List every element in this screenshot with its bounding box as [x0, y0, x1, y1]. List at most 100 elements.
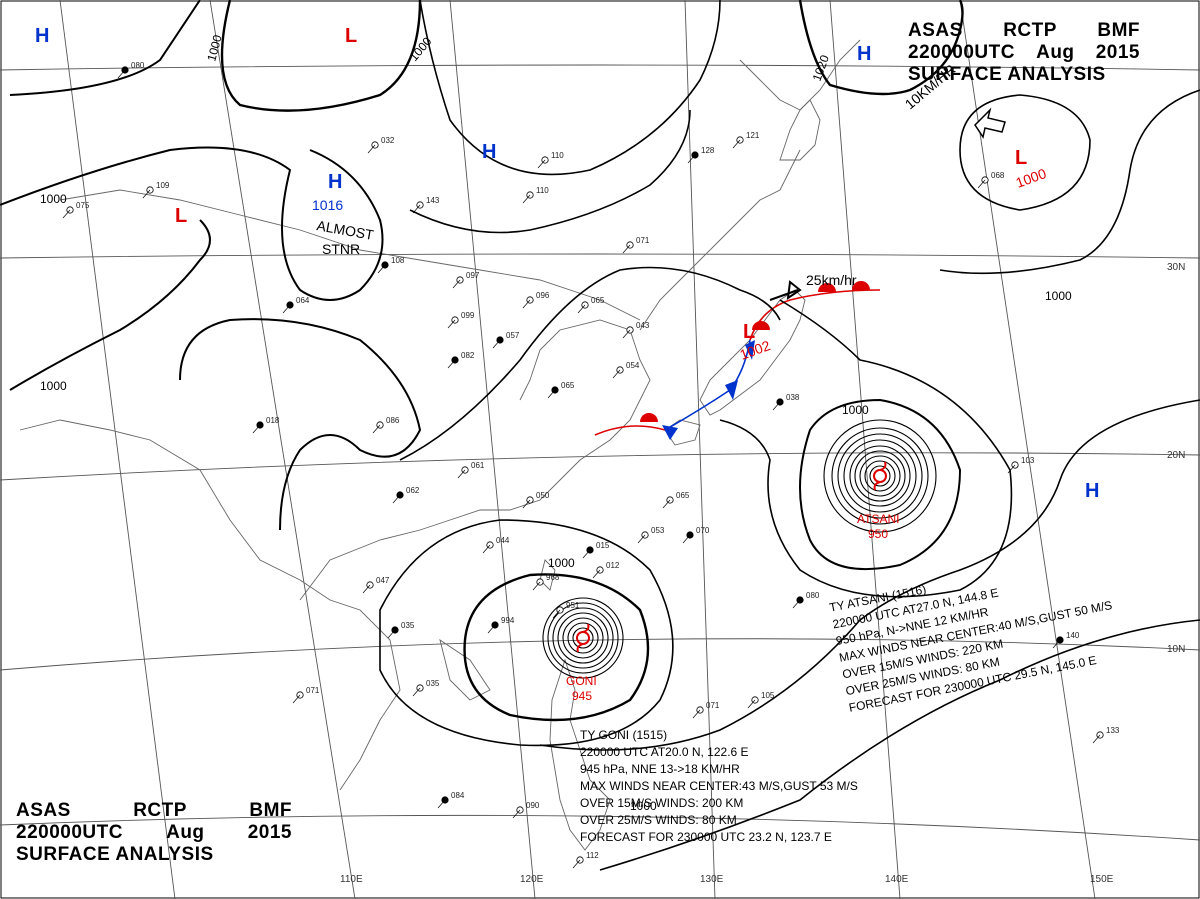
fronts — [594, 280, 881, 440]
station-wind-barb — [682, 534, 691, 544]
cold-front-symbol-3 — [745, 340, 755, 360]
station-pressure-value: 012 — [606, 561, 620, 570]
station-wind-barb — [487, 624, 496, 634]
ty-goni-line: TY GONI (1515) — [580, 728, 668, 742]
isobar-1000-mid — [179, 318, 422, 531]
station-wind-barb — [612, 369, 621, 379]
header-time: 220000UTC — [908, 42, 1015, 63]
high-symbol: H — [482, 141, 496, 163]
header-line1: ASAS RCTP BMF — [908, 20, 1140, 42]
typhoon-goni-icon — [576, 623, 590, 653]
header-title: SURFACE ANALYSIS — [16, 844, 214, 865]
station-wind-barb — [387, 629, 396, 639]
lon-label-140e: 140E — [885, 874, 909, 885]
station-pressure-value: 065 — [561, 381, 575, 390]
station-wind-barb — [1007, 464, 1016, 474]
header-time: 220000UTC — [16, 822, 123, 843]
header-month: Aug — [166, 822, 205, 843]
station-wind-barb — [522, 499, 531, 509]
station-pressure-value: 050 — [536, 491, 550, 500]
station-wind-barb — [512, 809, 521, 819]
station-wind-barb — [772, 401, 781, 411]
station-pressure-value: 080 — [806, 591, 820, 600]
station-wind-barb — [377, 264, 386, 274]
station-pressure-value: 086 — [386, 416, 400, 425]
station-pressure-value: 015 — [596, 541, 610, 550]
station-pressure-value: 103 — [1021, 456, 1035, 465]
station-pressure-value: 064 — [296, 296, 310, 305]
low-symbol: L — [175, 205, 187, 227]
station-pressure-value: 061 — [471, 461, 485, 470]
station-pressure-value: 105 — [761, 691, 775, 700]
station-pressure-value: 090 — [526, 801, 540, 810]
station-pressure-value: 047 — [376, 576, 390, 585]
coast-indochina — [19, 419, 401, 791]
isobar-label: 1000 — [1045, 289, 1072, 303]
lat-line-0n — [0, 814, 1200, 841]
station-pressure-value: 071 — [306, 686, 320, 695]
typhoon-goni-pressure: 945 — [572, 689, 592, 703]
ty-goni-line: OVER 25M/S WINDS: 80 KM — [580, 813, 737, 827]
typhoon-atsani-pressure: 950 — [868, 527, 888, 541]
low-symbol: L — [1015, 147, 1027, 169]
station-wind-barb — [292, 694, 301, 704]
station-pressure-value: 071 — [636, 236, 650, 245]
station-wind-barb — [732, 139, 741, 149]
header-line1: ASAS RCTP BMF — [16, 800, 292, 822]
station-pressure-value: 054 — [626, 361, 640, 370]
header-office: RCTP — [133, 800, 187, 821]
isobar-1000-low — [9, 219, 211, 391]
warm-front-symbol — [640, 413, 658, 422]
motion-arrow-shaft — [769, 289, 799, 301]
station-pressure-value: 075 — [76, 201, 90, 210]
isobar-ne-outer — [939, 89, 1200, 275]
lon-label-150e: 150E — [1090, 874, 1114, 885]
station-wind-barb — [662, 499, 671, 509]
coast-china-south — [299, 319, 651, 601]
high-pressure-value: 1016 — [312, 197, 343, 213]
motion-arrow-head — [786, 280, 802, 301]
station-pressure-value: 082 — [461, 351, 475, 360]
station-pressure-value: 071 — [706, 701, 720, 710]
station-pressure-value: 099 — [461, 311, 475, 320]
station-pressure-value: 128 — [701, 146, 715, 155]
station-wind-barb — [637, 534, 646, 544]
isobar-1000-west — [0, 146, 384, 301]
lat-label-20n: 20N — [1167, 450, 1185, 461]
isobar-north-1 — [409, 109, 691, 234]
isobar-low-ne — [959, 94, 1091, 211]
ty-goni-line: MAX WINDS NEAR CENTER:43 M/S,GUST 53 M/S — [580, 779, 858, 793]
station-pressure-value: 043 — [636, 321, 650, 330]
isobars — [0, 0, 1200, 871]
high-note-line2: STNR — [322, 241, 360, 257]
lon-label-110e: 110E — [340, 874, 363, 885]
isobar-nw-2 — [220, 0, 422, 112]
isobar-nw-1 — [9, 0, 201, 96]
station-wind-barb — [582, 549, 591, 559]
station-wind-barb — [252, 424, 261, 434]
header-year: 2015 — [1095, 42, 1140, 63]
border-north — [59, 189, 641, 321]
isobar-label: 1000 — [204, 33, 225, 63]
station-pressure-value: 070 — [696, 526, 710, 535]
station-pressure-value: 044 — [496, 536, 510, 545]
station-wind-barb — [692, 709, 701, 719]
station-pressure-value: 133 — [1106, 726, 1120, 735]
station-wind-barb — [482, 544, 491, 554]
cold-front-symbol-2 — [725, 380, 738, 400]
lon-line-100e — [59, 0, 176, 899]
isobar-south — [539, 399, 1200, 751]
station-wind-barb — [447, 359, 456, 369]
station-pressure-value: 053 — [651, 526, 665, 535]
station-wind-barb — [372, 424, 381, 434]
station-pressure-value: 035 — [426, 679, 440, 688]
station-wind-barb — [747, 699, 756, 709]
lat-line-10n — [0, 638, 1200, 671]
station-wind-barb — [457, 469, 466, 479]
isobar-north-2 — [399, 266, 781, 461]
isobar-north-3 — [419, 0, 721, 176]
station-wind-barb — [622, 329, 631, 339]
coast-korea-manchuria — [639, 149, 801, 331]
isobar-label: 1000 — [630, 799, 657, 813]
station-wind-barb — [532, 581, 541, 591]
